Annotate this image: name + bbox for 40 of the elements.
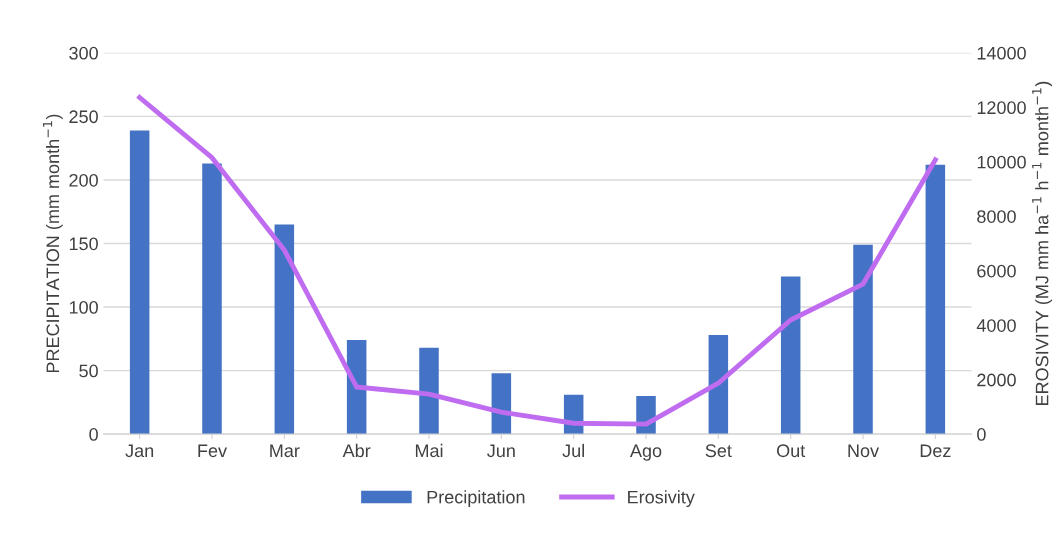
x-tick-label: Out [776, 444, 806, 458]
x-tick-label: Jun [487, 444, 515, 458]
y2-tick-label: 14000 [977, 46, 1026, 60]
x-tick-label: Mar [270, 444, 300, 458]
line-series [137, 95, 938, 427]
x-tick-label: Abr [342, 443, 371, 458]
legend-label: Precipitation [427, 490, 525, 508]
bar [780, 276, 801, 435]
y-tick-label: 150 [69, 237, 98, 251]
x-tick-label: Dez [920, 444, 951, 458]
y2-tick-label: 0 [977, 428, 986, 441]
x-tick-label: Jan [125, 444, 154, 458]
y-tick-label: 200 [69, 173, 98, 187]
y-tick-label: 300 [69, 46, 98, 60]
y-tick-label: 0 [89, 428, 98, 441]
bar [853, 244, 873, 435]
y2-tick-label: 2000 [977, 373, 1016, 387]
y-tick-label: 100 [69, 300, 98, 314]
x-tick-label: Jul [562, 443, 585, 458]
bar [925, 164, 946, 435]
y2-tick-label: 12000 [977, 101, 1026, 115]
bar [202, 163, 222, 435]
bar [419, 347, 439, 435]
y2-tick-label: 4000 [976, 319, 1016, 332]
x-tick-label: Mai [415, 443, 443, 458]
y2-axis-title: EROSIVITY (MJ mm ha$^{−1}$ h$^{−1}$ month$^{−1}$) [1032, 81, 1052, 405]
bar [274, 224, 295, 435]
y-axis-title: PRECIPITATION (mm month$^{−1}$) [42, 114, 63, 373]
legend-label: Erosivity [628, 490, 695, 508]
bar [129, 130, 150, 435]
x-tick-label: Nov [848, 444, 880, 458]
bar [708, 335, 729, 435]
y2-tick-label: 6000 [977, 264, 1016, 278]
y2-tick-label: 8000 [977, 210, 1016, 223]
x-tick-label: Ago [629, 444, 662, 461]
y-tick-label: 50 [79, 364, 98, 378]
y-tick-label: 250 [69, 110, 98, 124]
y2-tick-label: 10000 [977, 155, 1026, 169]
x-tick-label: Set [705, 444, 732, 458]
x-tick-label: Fev [198, 444, 227, 458]
